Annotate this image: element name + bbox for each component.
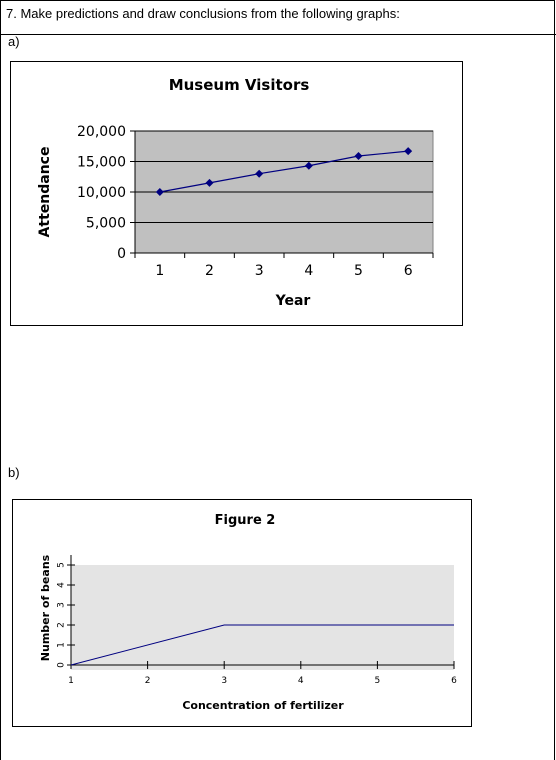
y-axis-label: Number of beans xyxy=(39,554,52,661)
data-point xyxy=(155,188,164,196)
part-b-label: b) xyxy=(8,465,20,480)
x-tick-label: 4 xyxy=(304,263,313,279)
x-tick-label: 4 xyxy=(298,676,304,686)
y-tick-label: 5 xyxy=(57,562,67,568)
chart-figure-2: 0 1 2 3 4 5 1 2 3 4 5 6 Figure 2 Concentration of f… xyxy=(12,499,472,727)
question-divider xyxy=(0,34,556,35)
x-axis-label: Concentration of fertilizer xyxy=(182,699,344,712)
chart-title: Figure 2 xyxy=(215,513,276,528)
y-tick-label: 5,000 xyxy=(86,216,126,232)
x-tick-label: 6 xyxy=(404,263,413,279)
x-tick-label: 6 xyxy=(451,676,457,686)
data-point xyxy=(304,161,313,170)
x-tick-label: 2 xyxy=(205,263,214,279)
y-tick-label: 0 xyxy=(117,246,126,262)
y-tick-label: 3 xyxy=(57,602,67,608)
y-tick-label: 4 xyxy=(57,582,67,588)
y-tick-label: 10,000 xyxy=(77,185,126,201)
y-tick-label: 20,000 xyxy=(77,124,126,140)
part-a-label: a) xyxy=(8,34,20,49)
data-point xyxy=(354,152,363,161)
chart-museum-visitors: 0 5,000 10,000 15,000 20,000 1 2 3 4 5 6 Museum Vi… xyxy=(10,61,463,326)
x-tick-label: 3 xyxy=(221,676,227,686)
series-line xyxy=(70,624,454,666)
x-tick-label: 3 xyxy=(255,263,264,279)
x-tick-label: 1 xyxy=(68,676,74,686)
x-tick-label: 2 xyxy=(145,676,151,686)
question-text: 7. Make predictions and draw conclusions… xyxy=(6,6,400,21)
museum-visitors-chart-svg: 0 5,000 10,000 15,000 20,000 1 2 3 4 5 6 Museum Vi… xyxy=(37,76,434,309)
y-tick-label: 1 xyxy=(57,642,67,648)
x-tick-label: 5 xyxy=(354,263,363,279)
plot-area xyxy=(71,565,454,670)
figure-2-chart-svg: 0 1 2 3 4 5 1 2 3 4 5 6 Figure 2 Concentration of f… xyxy=(39,513,457,712)
y-tick-label: 15,000 xyxy=(77,155,126,171)
data-point xyxy=(205,178,214,187)
x-tick-label: 5 xyxy=(375,676,381,686)
x-axis-label: Year xyxy=(275,293,311,309)
series-line xyxy=(159,150,409,193)
data-point xyxy=(404,147,413,156)
x-tick-label: 1 xyxy=(155,263,164,279)
y-tick-label: 2 xyxy=(57,622,67,628)
chart-title: Museum Visitors xyxy=(169,76,310,94)
y-tick-label: 0 xyxy=(57,662,67,668)
data-point xyxy=(255,169,264,178)
y-axis-label: Attendance xyxy=(37,147,53,238)
